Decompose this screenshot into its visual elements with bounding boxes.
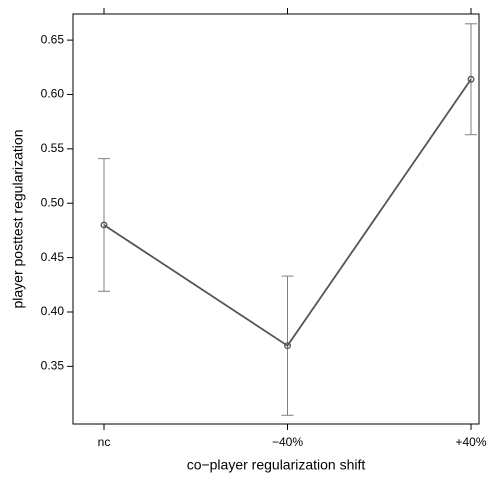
x-axis-label: co−player regularization shift: [187, 457, 366, 473]
data-point: [100, 221, 108, 229]
y-tick-label: 0.55: [41, 141, 65, 155]
data-line: [103, 78, 472, 347]
y-tick-label: 0.40: [41, 304, 65, 318]
y-tick-label: 0.50: [41, 195, 65, 209]
y-axis-label: player posttest regularization: [10, 130, 26, 309]
y-tick-label: 0.45: [41, 250, 65, 264]
x-tick-label: +40%: [455, 435, 486, 449]
y-tick-label: 0.65: [41, 32, 65, 46]
data-point: [467, 75, 475, 83]
plot-frame: [72, 13, 480, 425]
y-tick-label: 0.35: [41, 359, 65, 373]
y-tick-label: 0.60: [41, 87, 65, 101]
x-tick-label: −40%: [272, 435, 303, 449]
data-point: [284, 342, 291, 350]
x-tick-label: nc: [98, 435, 111, 449]
